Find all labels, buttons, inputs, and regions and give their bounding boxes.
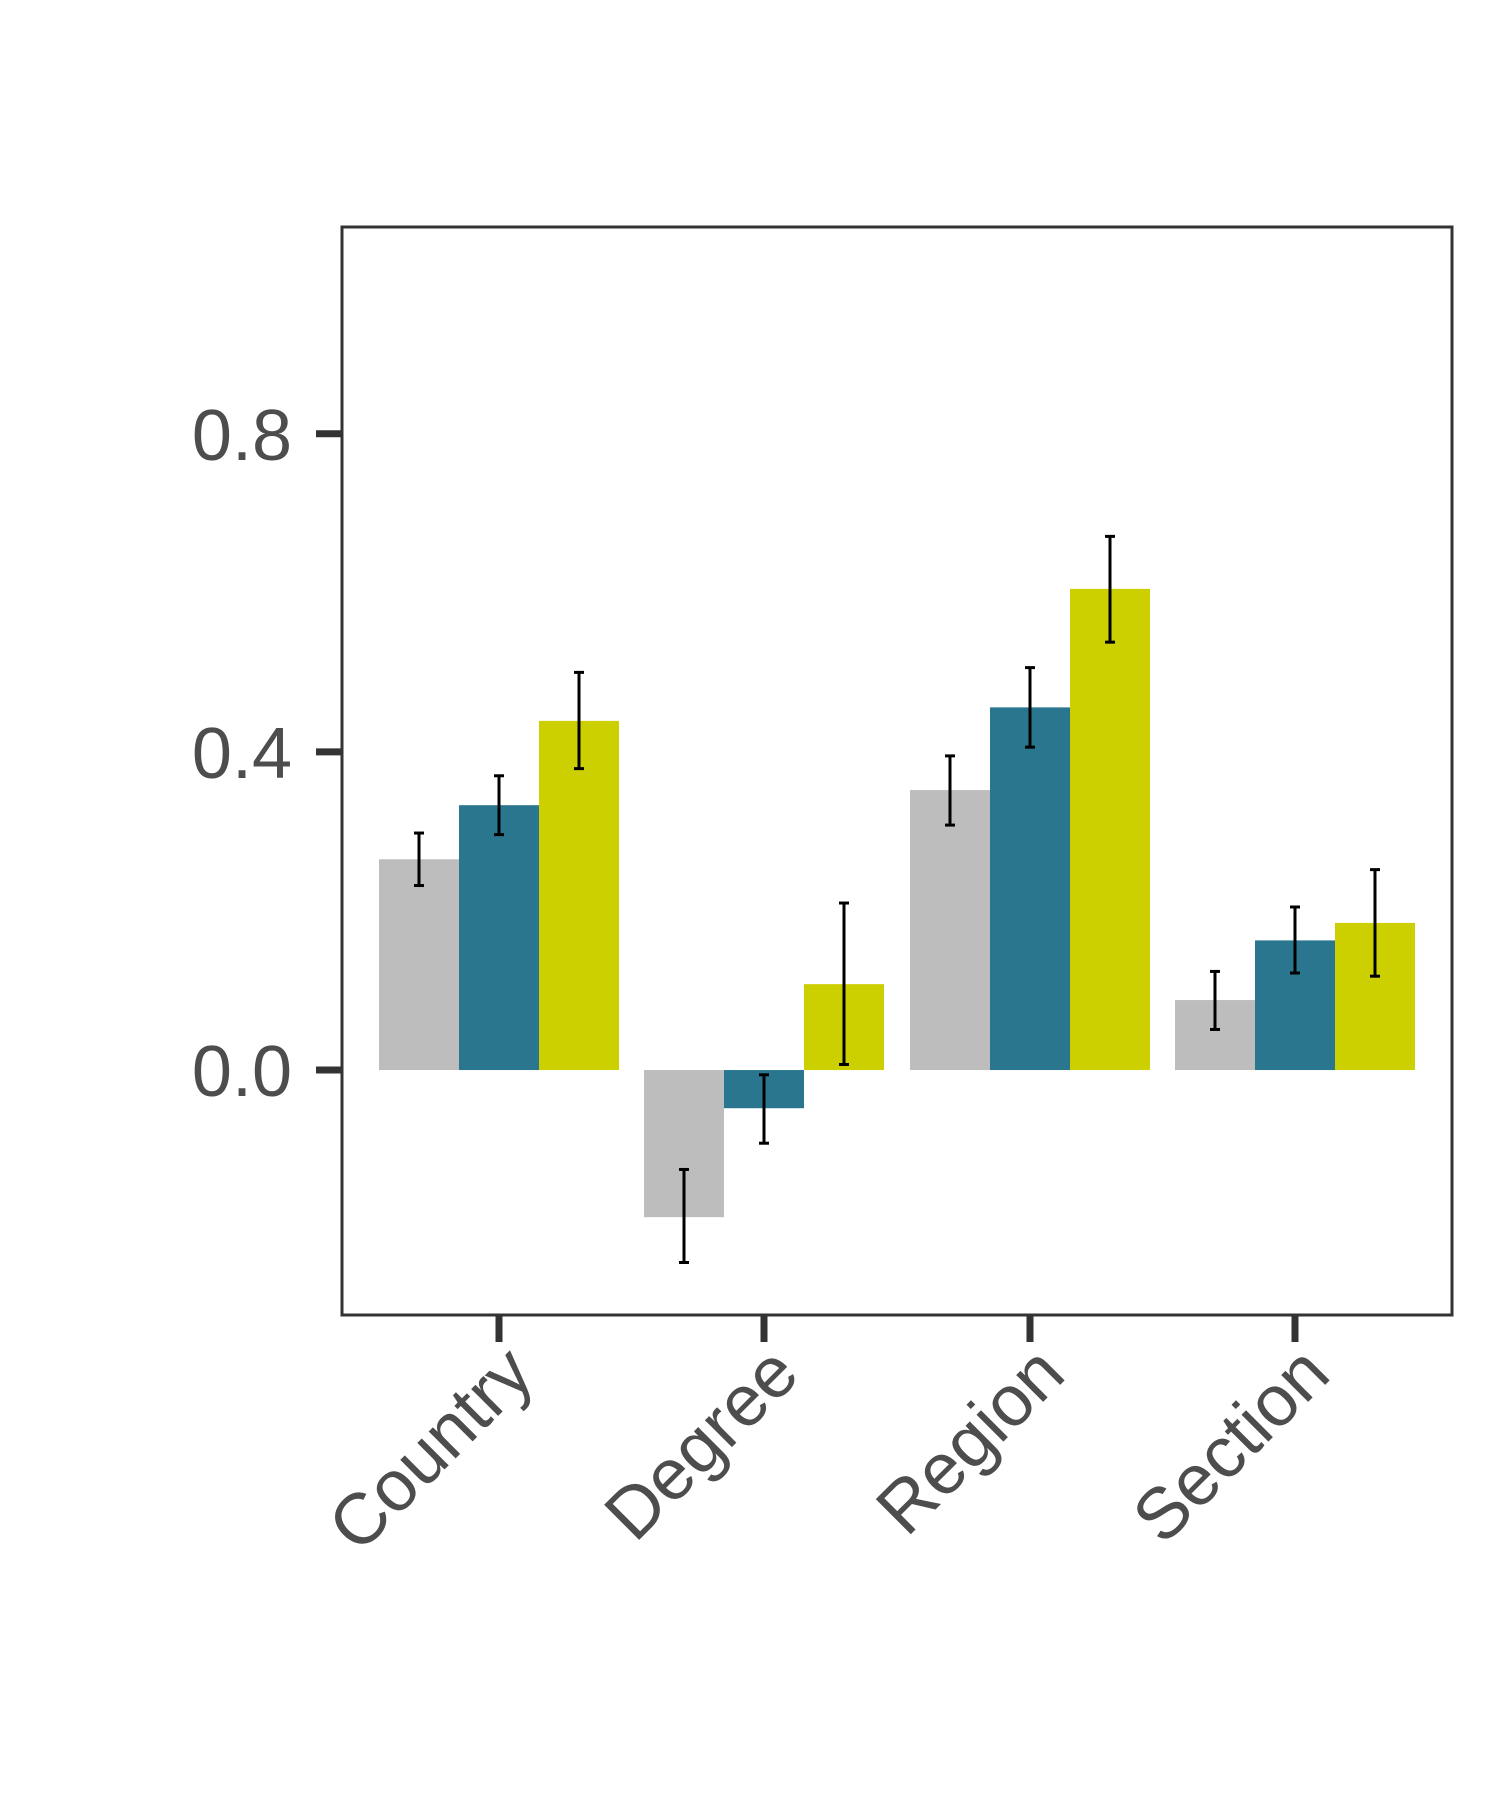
bar-country-s1 [379,859,459,1071]
bar-region-s1 [910,790,990,1071]
error-bar-section-s2 [1290,905,1300,975]
error-bar-country-s2 [494,774,504,837]
y-axis: 0.0 0.4 0.8 [192,396,342,1112]
bar-region-s2 [990,707,1070,1071]
error-bar-degree-s2 [759,1073,769,1145]
error-bar-group [414,534,1380,1265]
bar-region-s3 [1070,588,1150,1071]
error-bar-region-s1 [945,754,955,827]
y-tick-label: 0.0 [192,1032,292,1112]
error-bar-region-s2 [1025,666,1035,749]
error-bar-degree-s3 [839,901,849,1066]
plot-frame [340,225,1454,1317]
error-bar-section-s3 [1370,868,1380,978]
y-tick-label: 0.8 [192,396,292,476]
error-bar-country-s3 [574,670,584,771]
bar-country-s2 [459,805,539,1071]
bar-country-s3 [539,720,619,1071]
error-bar-region-s3 [1105,534,1115,644]
y-tick-label: 0.4 [192,714,292,794]
error-bar-country-s1 [414,831,424,888]
error-bar-degree-s1 [679,1167,689,1265]
error-bar-section-s1 [1210,969,1220,1031]
bar-group [379,588,1415,1218]
